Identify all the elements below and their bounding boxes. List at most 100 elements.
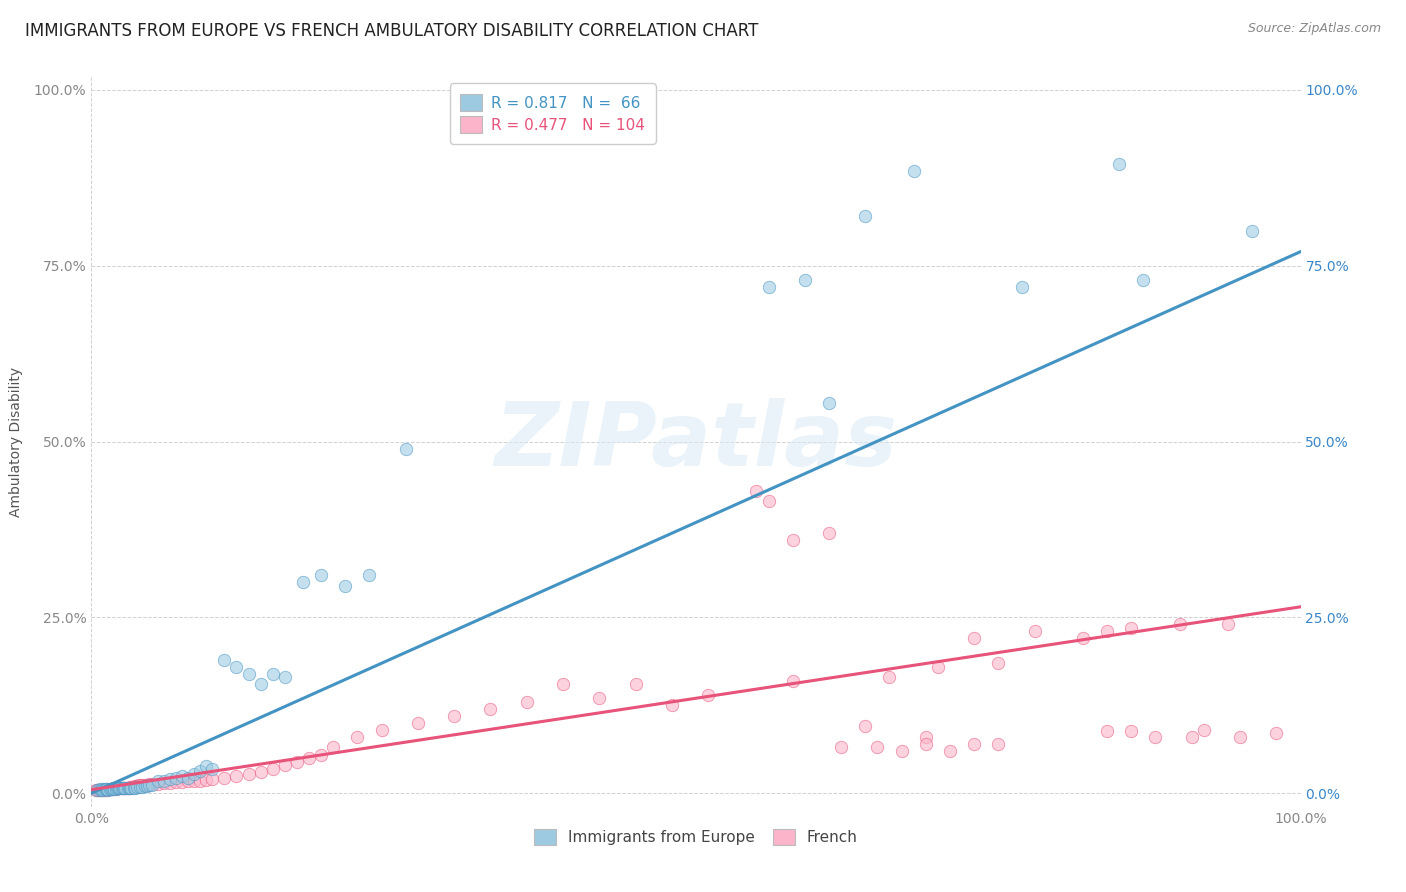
- Point: [101, 781, 124, 797]
- Text: IMMIGRANTS FROM EUROPE VS FRENCH AMBULATORY DISABILITY CORRELATION CHART: IMMIGRANTS FROM EUROPE VS FRENCH AMBULAT…: [25, 22, 759, 40]
- Point: [395, 442, 418, 456]
- Point: [153, 773, 176, 788]
- Point: [153, 776, 176, 790]
- Point: [322, 740, 344, 755]
- Point: [146, 777, 169, 791]
- Point: [124, 780, 146, 795]
- Point: [87, 782, 110, 797]
- Point: [134, 778, 156, 792]
- Text: Source: ZipAtlas.com: Source: ZipAtlas.com: [1247, 22, 1381, 36]
- Point: [914, 730, 936, 744]
- Point: [903, 163, 925, 178]
- Point: [853, 719, 876, 733]
- Point: [927, 659, 949, 673]
- Legend: Immigrants from Europe, French: Immigrants from Europe, French: [526, 820, 866, 855]
- Point: [291, 575, 314, 590]
- Point: [111, 780, 134, 795]
- Point: [91, 781, 114, 797]
- Point: [551, 677, 574, 691]
- Point: [914, 737, 936, 751]
- Point: [86, 782, 108, 797]
- Point: [165, 775, 187, 789]
- Point: [890, 744, 912, 758]
- Point: [1144, 730, 1167, 744]
- Point: [134, 779, 156, 793]
- Point: [100, 781, 122, 797]
- Point: [90, 782, 112, 797]
- Point: [103, 781, 125, 797]
- Point: [96, 782, 118, 797]
- Point: [201, 762, 224, 776]
- Point: [249, 677, 271, 691]
- Point: [782, 673, 804, 688]
- Point: [963, 737, 986, 751]
- Point: [105, 781, 128, 796]
- Point: [1024, 624, 1046, 639]
- Point: [359, 568, 381, 582]
- Point: [1181, 730, 1204, 744]
- Point: [1121, 621, 1143, 635]
- Point: [1265, 725, 1288, 739]
- Point: [108, 781, 131, 796]
- Point: [93, 782, 115, 797]
- Point: [274, 758, 297, 772]
- Point: [101, 781, 124, 797]
- Point: [127, 780, 149, 794]
- Point: [309, 568, 332, 582]
- Point: [105, 781, 128, 796]
- Point: [274, 670, 297, 684]
- Point: [1011, 280, 1033, 294]
- Point: [172, 769, 194, 783]
- Point: [1108, 157, 1130, 171]
- Point: [89, 782, 111, 797]
- Point: [1071, 632, 1094, 646]
- Point: [1095, 724, 1118, 739]
- Point: [91, 782, 114, 797]
- Point: [159, 775, 181, 789]
- Point: [86, 782, 108, 797]
- Point: [103, 781, 125, 797]
- Point: [104, 781, 127, 797]
- Text: ZIPatlas: ZIPatlas: [495, 398, 897, 485]
- Point: [1192, 723, 1215, 737]
- Point: [853, 210, 876, 224]
- Point: [131, 780, 153, 794]
- Point: [1132, 273, 1154, 287]
- Point: [101, 781, 124, 796]
- Point: [177, 771, 200, 785]
- Point: [793, 273, 815, 287]
- Point: [1168, 617, 1191, 632]
- Point: [879, 670, 901, 684]
- Point: [1121, 724, 1143, 739]
- Point: [298, 751, 321, 765]
- Point: [697, 688, 720, 702]
- Point: [1216, 617, 1239, 632]
- Point: [238, 666, 260, 681]
- Point: [987, 656, 1010, 670]
- Point: [111, 781, 134, 796]
- Point: [128, 780, 150, 794]
- Point: [84, 783, 107, 797]
- Point: [111, 781, 132, 796]
- Point: [94, 782, 117, 797]
- Point: [118, 780, 141, 795]
- Point: [122, 780, 145, 795]
- Point: [285, 755, 308, 769]
- Point: [1241, 223, 1264, 237]
- Point: [107, 781, 129, 796]
- Point: [309, 747, 332, 762]
- Point: [588, 691, 610, 706]
- Point: [188, 764, 211, 778]
- Point: [214, 771, 236, 785]
- Point: [818, 526, 841, 541]
- Point: [108, 781, 131, 796]
- Point: [262, 666, 284, 681]
- Point: [159, 772, 181, 786]
- Y-axis label: Ambulatory Disability: Ambulatory Disability: [8, 367, 22, 516]
- Point: [758, 494, 780, 508]
- Point: [830, 740, 852, 755]
- Point: [89, 781, 111, 797]
- Point: [443, 708, 465, 723]
- Point: [183, 773, 205, 788]
- Point: [138, 777, 160, 791]
